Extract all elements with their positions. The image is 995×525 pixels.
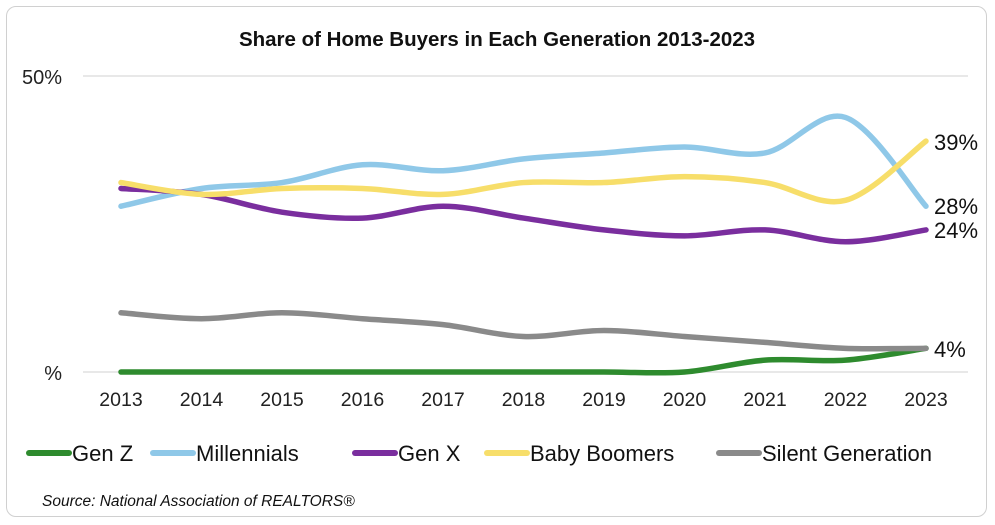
legend-item-baby-boomers: Baby Boomers bbox=[484, 441, 674, 466]
x-tick-label: 2013 bbox=[99, 389, 142, 411]
x-tick-label: 2020 bbox=[663, 389, 707, 411]
series-line-millennials bbox=[118, 113, 929, 209]
legend-item-silent-generation: Silent Generation bbox=[716, 441, 932, 466]
x-tick-label: 2018 bbox=[502, 389, 545, 411]
legend-label: Baby Boomers bbox=[530, 441, 674, 466]
series-line-baby-boomers bbox=[118, 138, 929, 205]
legend-label: Silent Generation bbox=[762, 441, 932, 466]
x-tick-label: 2021 bbox=[743, 389, 786, 411]
legend-item-gen-z: Gen Z bbox=[26, 441, 133, 466]
legend-label: Gen X bbox=[398, 441, 461, 466]
legend-label: Millennials bbox=[196, 441, 299, 466]
end-label-millennials: 28% bbox=[934, 194, 978, 219]
legend-item-millennials: Millennials bbox=[150, 441, 299, 466]
x-tick-label: 2022 bbox=[824, 389, 867, 411]
legend-item-gen-x: Gen X bbox=[352, 441, 461, 466]
series-line-gen-x bbox=[118, 185, 929, 245]
end-label-silent-generation: 4% bbox=[934, 337, 966, 362]
series-line-silent-generation bbox=[118, 310, 929, 352]
x-tick-label: 2017 bbox=[421, 389, 464, 411]
source-note: Source: National Association of REALTORS… bbox=[42, 493, 355, 510]
x-tick-label: 2019 bbox=[582, 389, 625, 411]
x-tick-label: 2015 bbox=[260, 389, 304, 411]
end-label-gen-x: 24% bbox=[934, 218, 978, 243]
end-label-baby-boomers: 39% bbox=[934, 130, 978, 155]
chart-frame bbox=[6, 6, 987, 517]
series-line-gen-z bbox=[118, 345, 929, 376]
y-tick-label: 50% bbox=[22, 67, 62, 89]
x-tick-label: 2016 bbox=[341, 389, 384, 411]
x-tick-label: 2023 bbox=[904, 389, 947, 411]
x-tick-label: 2014 bbox=[180, 389, 224, 411]
y-tick-label: % bbox=[44, 363, 62, 385]
legend-label: Gen Z bbox=[72, 441, 133, 466]
chart-title: Share of Home Buyers in Each Generation … bbox=[239, 28, 755, 51]
